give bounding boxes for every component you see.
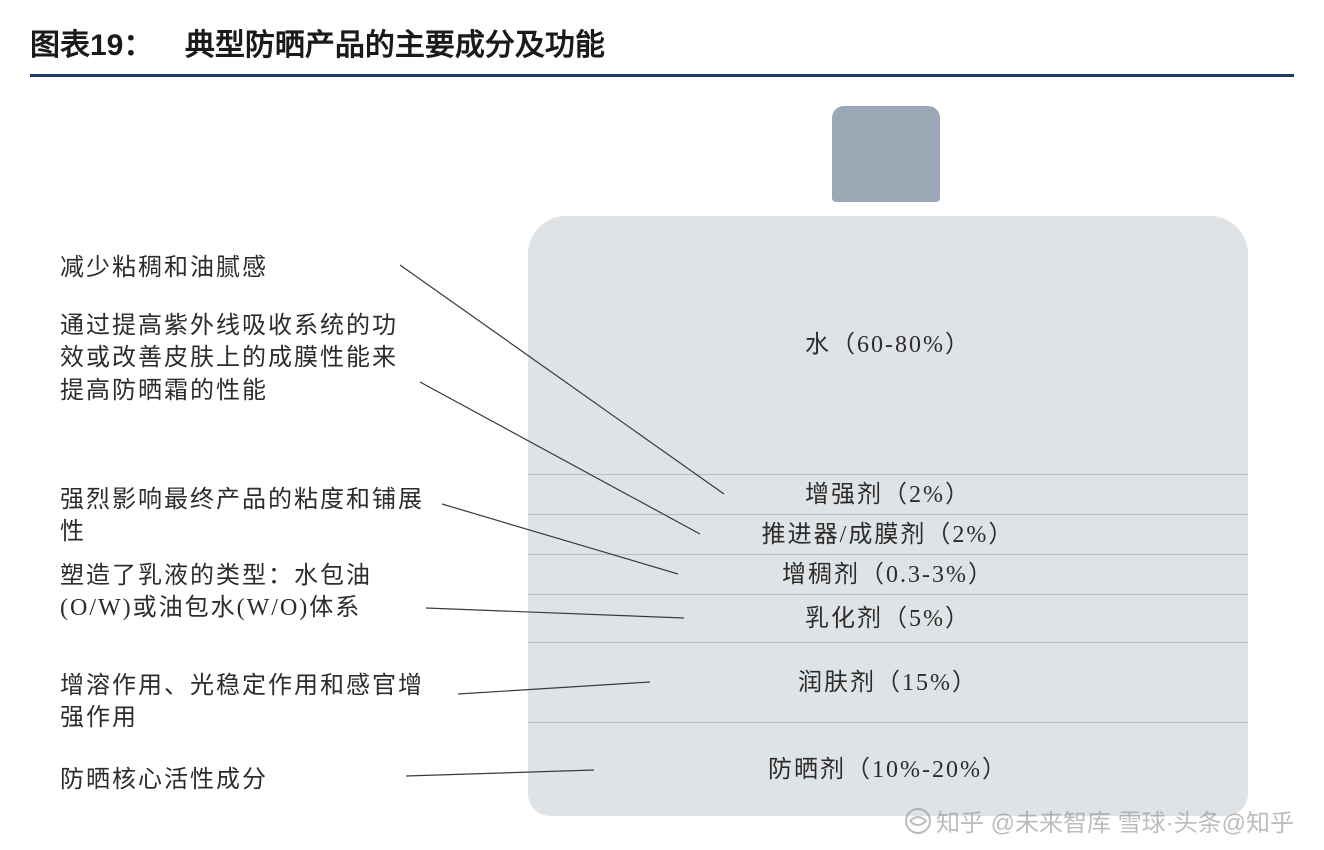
function-description: 增溶作用、光稳定作用和感官增强作用 <box>60 670 440 735</box>
figure-title-bar: 图表19： 典型防晒产品的主要成分及功能 <box>30 20 1294 77</box>
watermark: 知乎 @未来智库 雪球·头条@知乎 <box>904 803 1294 838</box>
ingredient-layer: 乳化剂（5%） <box>528 594 1248 643</box>
ingredient-layer: 增稠剂（0.3-3%） <box>528 554 1248 595</box>
ingredient-layer: 水（60-80%） <box>528 216 1248 474</box>
function-description: 减少粘稠和油腻感 <box>60 252 420 284</box>
ingredient-layer: 润肤剂（15%） <box>528 642 1248 723</box>
figure-number: 图表19： <box>30 29 153 62</box>
ingredient-layer: 推进器/成膜剂（2%） <box>528 514 1248 555</box>
figure-title: 典型防晒产品的主要成分及功能 <box>185 29 605 62</box>
function-description: 塑造了乳液的类型：水包油(O/W)或油包水(W/O)体系 <box>60 560 440 625</box>
bottle-cap <box>832 106 940 202</box>
function-description: 通过提高紫外线吸收系统的功效或改善皮肤上的成膜性能来提高防晒霜的性能 <box>60 310 420 407</box>
function-description: 强烈影响最终产品的粘度和铺展性 <box>60 484 440 549</box>
function-description: 防晒核心活性成分 <box>60 764 440 796</box>
ingredient-layer: 增强剂（2%） <box>528 474 1248 515</box>
watermark-logo-icon <box>904 807 932 835</box>
watermark-text: 知乎 @未来智库 雪球·头条@知乎 <box>936 803 1294 838</box>
